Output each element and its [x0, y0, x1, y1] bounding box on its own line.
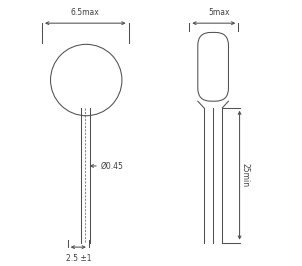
Text: Ø0.45: Ø0.45 [100, 161, 123, 171]
Text: 2.5 ±1: 2.5 ±1 [66, 254, 91, 263]
Text: 25min: 25min [241, 163, 250, 187]
Text: 5max: 5max [208, 8, 230, 17]
Text: 6.5max: 6.5max [71, 8, 100, 17]
